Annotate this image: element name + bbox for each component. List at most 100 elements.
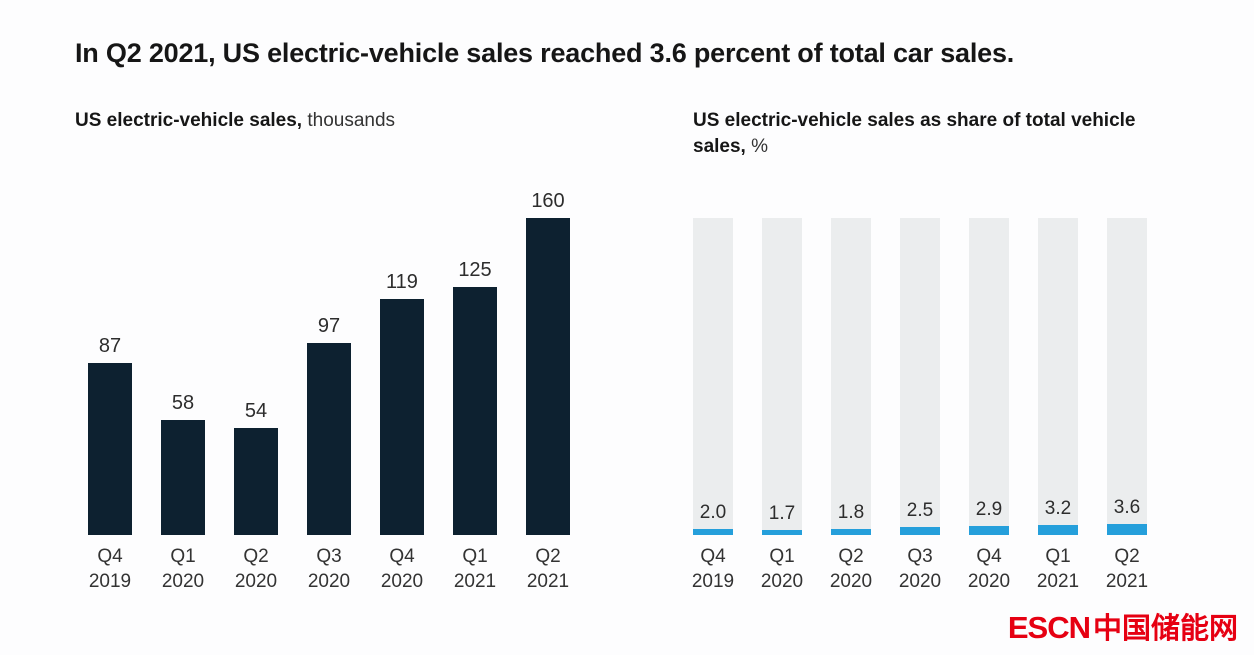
category-label: Q4 2019 bbox=[88, 544, 132, 594]
category-quarter: Q4 bbox=[976, 546, 1002, 567]
category-label: Q1 2021 bbox=[453, 544, 497, 594]
category-year: 2021 bbox=[526, 571, 570, 592]
category-quarter: Q2 bbox=[1114, 546, 1140, 567]
share-value-label: 3.2 bbox=[1044, 497, 1072, 519]
ev-sales-bar bbox=[88, 363, 132, 535]
ev-share-marker bbox=[831, 529, 871, 535]
ev-share-plot: 2.0 1.7 1.8 2.5 2.9 3.2 3.6 bbox=[693, 192, 1163, 535]
category-year: 2020 bbox=[380, 571, 424, 592]
ev-share-marker bbox=[693, 528, 733, 535]
category-quarter: Q2 bbox=[838, 546, 864, 567]
category-year: 2020 bbox=[829, 571, 873, 592]
ev-share-marker bbox=[900, 527, 940, 535]
category-year: 2021 bbox=[453, 571, 497, 592]
escn-logo: ESCN 中国储能网 bbox=[1008, 605, 1238, 647]
share-value-label: 3.6 bbox=[1113, 496, 1141, 518]
category-quarter: Q4 bbox=[389, 546, 415, 567]
category-quarter: Q1 bbox=[462, 546, 488, 567]
total-sales-bar: 3.2 bbox=[1038, 218, 1078, 535]
ev-share-marker bbox=[1038, 524, 1078, 535]
category-quarter: Q1 bbox=[170, 546, 196, 567]
total-sales-bar: 1.7 bbox=[762, 218, 802, 535]
ev-sales-bar bbox=[380, 299, 424, 535]
ev-sales-bar bbox=[234, 428, 278, 535]
category-label: Q4 2020 bbox=[967, 544, 1011, 594]
ev-sales-chart-subtitle-bold: US electric-vehicle sales, bbox=[75, 110, 303, 131]
bar-column: 97 bbox=[307, 315, 351, 535]
bar-column: 1.7 bbox=[762, 218, 802, 535]
ev-sales-bar bbox=[307, 343, 351, 535]
bar-column: 2.0 bbox=[693, 218, 733, 535]
category-label: Q2 2021 bbox=[526, 544, 570, 594]
category-year: 2020 bbox=[307, 571, 351, 592]
category-quarter: Q3 bbox=[907, 546, 933, 567]
bar-value-label: 119 bbox=[386, 271, 418, 293]
figure-title: In Q2 2021, US electric-vehicle sales re… bbox=[75, 38, 1015, 68]
bar-value-label: 58 bbox=[171, 392, 195, 414]
category-year: 2019 bbox=[691, 571, 735, 592]
share-value-label: 2.0 bbox=[699, 501, 727, 523]
category-label: Q3 2020 bbox=[307, 544, 351, 594]
ev-sales-plot: 87 58 54 97 119 125 160 bbox=[75, 190, 575, 535]
category-label: Q2 2020 bbox=[234, 544, 278, 594]
ev-share-marker bbox=[762, 529, 802, 535]
ev-sales-chart-subtitle: US electric-vehicle sales, thousands bbox=[75, 108, 575, 166]
category-quarter: Q4 bbox=[700, 546, 726, 567]
bar-value-label: 87 bbox=[98, 335, 122, 357]
category-year: 2021 bbox=[1036, 571, 1080, 592]
ev-share-chart-subtitle: US electric-vehicle sales as share of to… bbox=[693, 108, 1163, 166]
ev-share-marker bbox=[1107, 523, 1147, 535]
ev-sales-bar bbox=[161, 420, 205, 535]
ev-share-chart: US electric-vehicle sales as share of to… bbox=[691, 108, 1163, 594]
ev-sales-bar bbox=[453, 287, 497, 535]
category-label: Q1 2020 bbox=[161, 544, 205, 594]
share-value-label: 2.5 bbox=[906, 500, 934, 522]
category-label: Q3 2020 bbox=[898, 544, 942, 594]
total-sales-bar: 2.5 bbox=[900, 218, 940, 535]
total-sales-bar: 3.6 bbox=[1107, 218, 1147, 535]
ev-sales-chart: US electric-vehicle sales, thousands 87 5… bbox=[75, 108, 575, 594]
category-label: Q2 2021 bbox=[1106, 544, 1148, 594]
bar-column: 87 bbox=[88, 335, 132, 535]
bar-column: 2.5 bbox=[900, 218, 940, 535]
category-quarter: Q2 bbox=[535, 546, 561, 567]
ev-share-chart-subtitle-bold: US electric-vehicle sales as share of to… bbox=[693, 110, 1136, 157]
bar-column: 160 bbox=[526, 190, 570, 535]
bar-column: 2.9 bbox=[969, 218, 1009, 535]
ev-sales-chart-subtitle-unit: thousands bbox=[307, 110, 396, 131]
bar-column: 58 bbox=[161, 392, 205, 535]
bar-column: 3.2 bbox=[1038, 218, 1078, 535]
category-year: 2019 bbox=[88, 571, 132, 592]
share-value-label: 1.7 bbox=[768, 502, 796, 524]
category-label: Q4 2020 bbox=[380, 544, 424, 594]
charts-row: US electric-vehicle sales, thousands 87 5… bbox=[75, 108, 1163, 594]
total-sales-bar: 2.9 bbox=[969, 218, 1009, 535]
category-quarter: Q4 bbox=[97, 546, 123, 567]
bar-column: 54 bbox=[234, 400, 278, 535]
bar-column: 119 bbox=[380, 271, 424, 535]
bar-value-label: 125 bbox=[458, 259, 492, 281]
category-quarter: Q3 bbox=[316, 546, 342, 567]
category-quarter: Q1 bbox=[1045, 546, 1071, 567]
total-sales-bar: 2.0 bbox=[693, 218, 733, 535]
bar-value-label: 97 bbox=[317, 315, 341, 337]
share-value-label: 2.9 bbox=[975, 498, 1003, 520]
ev-share-axis-labels: Q4 2019 Q1 2020 Q2 2020 Q3 2020 Q4 2020 Q1 2021 Q2 20… bbox=[691, 544, 1163, 594]
bar-column: 125 bbox=[453, 259, 497, 535]
escn-logo-chinese: 中国储能网 bbox=[1092, 613, 1238, 645]
category-label: Q1 2021 bbox=[1036, 544, 1080, 594]
category-year: 2020 bbox=[967, 571, 1011, 592]
category-label: Q1 2020 bbox=[760, 544, 804, 594]
category-year: 2020 bbox=[234, 571, 278, 592]
ev-share-marker bbox=[969, 525, 1009, 535]
category-year: 2020 bbox=[161, 571, 205, 592]
category-year: 2020 bbox=[760, 571, 804, 592]
bar-column: 1.8 bbox=[831, 218, 871, 535]
category-label: Q4 2019 bbox=[691, 544, 735, 594]
share-value-label: 1.8 bbox=[837, 502, 865, 524]
ev-share-chart-subtitle-unit: % bbox=[751, 136, 769, 157]
ev-sales-axis-labels: Q4 2019 Q1 2020 Q2 2020 Q3 2020 Q4 2020 Q1 2021 Q2 20… bbox=[75, 544, 575, 594]
category-year: 2020 bbox=[898, 571, 942, 592]
bar-value-label: 160 bbox=[531, 190, 565, 212]
